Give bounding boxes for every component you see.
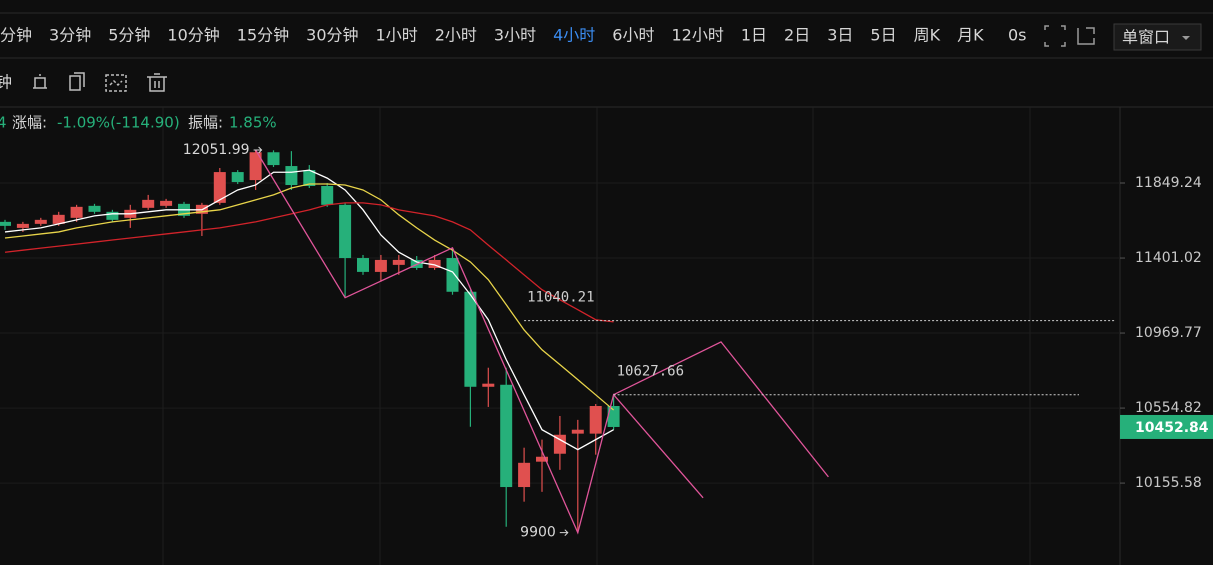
candle-body	[70, 206, 83, 218]
candle-body	[428, 259, 441, 268]
interval-tab[interactable]: 12小时	[671, 26, 723, 45]
countdown: 0s	[1008, 26, 1027, 45]
zigzag-line	[255, 149, 704, 535]
candle-body	[249, 152, 262, 181]
interval-tab[interactable]: 周K	[914, 26, 941, 45]
candle-body	[607, 406, 620, 427]
interval-tab[interactable]: 3日	[827, 26, 853, 45]
interval-tab[interactable]: 15分钟	[237, 26, 289, 45]
candle-body	[52, 214, 65, 224]
interval-tab[interactable]: 10分钟	[167, 26, 219, 45]
interval-tab[interactable]: 2小时	[435, 26, 477, 45]
drawing-icons	[33, 72, 167, 92]
change-value: -1.09%(-114.90)	[57, 114, 180, 132]
popout-icon[interactable]	[1077, 27, 1095, 45]
level-label: 10627.66	[617, 364, 684, 380]
interval-tab[interactable]: 月K	[957, 26, 984, 45]
candle-body	[0, 221, 11, 226]
interval-tab[interactable]: 1日	[741, 26, 767, 45]
interval-tab[interactable]: 30分钟	[306, 26, 358, 45]
price-tag	[1120, 414, 1213, 439]
candle-body	[589, 406, 602, 434]
candle-body	[464, 291, 477, 387]
candle-body	[160, 200, 173, 206]
annotation-arrow	[559, 529, 569, 537]
toolbar-icons	[1044, 25, 1095, 47]
interval-tab[interactable]: 3分钟	[49, 26, 91, 45]
y-tick-label: 11849.24	[1135, 175, 1202, 191]
candle-body	[392, 259, 405, 265]
delete-icon[interactable]	[147, 73, 167, 92]
annotation-arrow	[253, 146, 263, 154]
interval-tab[interactable]: 4小时	[553, 26, 595, 45]
candle-body	[571, 429, 584, 434]
info-line: 4 涨幅: -1.09%(-114.90) 振幅: 1.85%	[0, 114, 277, 132]
interval-tab[interactable]: 3小时	[494, 26, 536, 45]
candle-body	[267, 152, 280, 166]
y-tick-label: 10554.82	[1135, 400, 1202, 416]
fullscreen-icon[interactable]	[1044, 25, 1066, 47]
candle-body	[536, 456, 548, 462]
candle-body	[446, 258, 459, 292]
candle-body	[518, 462, 531, 488]
candle-body	[34, 219, 47, 224]
ma-line	[4, 202, 614, 323]
y-tick-label: 11401.02	[1135, 250, 1202, 266]
ma-line	[4, 183, 615, 411]
candle-body	[303, 170, 316, 187]
candle-body	[357, 258, 369, 272]
candle-body	[16, 223, 29, 228]
screenshot-icon[interactable]	[105, 74, 127, 92]
amplitude-value: 1.85%	[229, 114, 277, 132]
interval-tab[interactable]: 分钟	[0, 26, 32, 45]
y-tick-label: 10969.77	[1135, 325, 1202, 341]
candle-body	[88, 205, 101, 212]
candle-body	[321, 186, 334, 205]
amplitude-label: 振幅:	[188, 114, 223, 132]
candle-body	[285, 166, 298, 186]
interval-tab[interactable]: 1小时	[376, 26, 418, 45]
copy-icon[interactable]	[69, 72, 85, 91]
info-prefix: 4	[0, 114, 7, 132]
toolbar: 分钟 3分钟 5分钟 10分钟 15分钟 30分钟 1小时 2小时 3小时 4小时 6小时 12小时 1…	[0, 26, 984, 45]
zigzag-line	[613, 341, 829, 478]
change-label: 涨幅:	[12, 114, 47, 132]
ma-line	[4, 169, 614, 451]
window-mode-label[interactable]: 单窗口	[1122, 28, 1170, 47]
low-annotation: 9900	[520, 525, 556, 541]
candle-body	[500, 384, 513, 488]
candle-body	[231, 172, 244, 183]
y-tick-label: 10155.58	[1135, 475, 1202, 491]
candle-body	[142, 199, 155, 208]
lock-icon[interactable]	[33, 74, 47, 89]
drawing-tool-label[interactable]: 钟	[0, 73, 12, 92]
candle-body	[553, 434, 566, 454]
dropdown-arrow	[1182, 36, 1190, 40]
interval-tab[interactable]: 5日	[870, 26, 896, 45]
candle-body	[339, 204, 352, 259]
candle-body	[106, 211, 119, 220]
level-label: 11040.21	[527, 290, 594, 306]
interval-tab[interactable]: 6小时	[612, 26, 654, 45]
price-tag-label: 10452.84	[1135, 420, 1209, 436]
interval-tab[interactable]: 2日	[784, 26, 810, 45]
interval-tab[interactable]: 5分钟	[108, 26, 150, 45]
candle-body	[213, 172, 226, 203]
candle-body	[482, 383, 495, 387]
high-annotation: 12051.99	[183, 142, 250, 158]
candle-body	[374, 259, 387, 272]
